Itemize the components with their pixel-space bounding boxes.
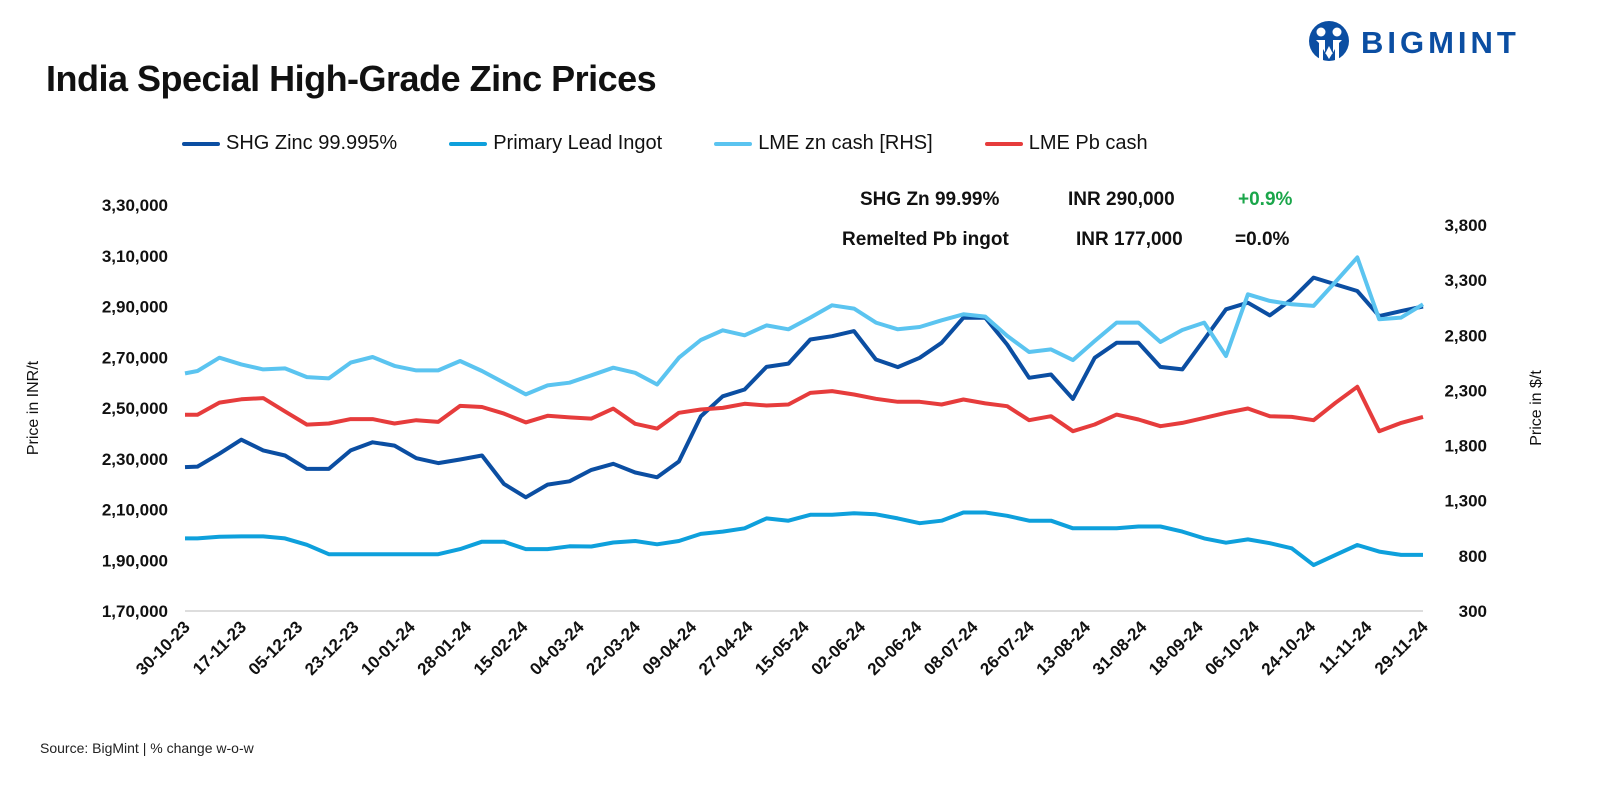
y-right-tick-label: 3,300: [1444, 271, 1487, 290]
x-tick-label: 27-04-24: [695, 617, 757, 679]
y-right-tick-label: 1,300: [1444, 492, 1487, 511]
annotation-pb-change: =0.0%: [1235, 229, 1290, 250]
y-right-tick-label: 300: [1459, 602, 1487, 621]
y-axis-left-label: Price in INR/t: [25, 360, 42, 455]
y-left-tick-label: 3,30,000: [102, 196, 168, 215]
y-left-tick-label: 1,90,000: [102, 551, 168, 570]
annotation-zn-price: INR 290,000: [1068, 189, 1175, 210]
x-tick-label: 15-02-24: [470, 617, 532, 679]
annotation-zn-change: +0.9%: [1238, 189, 1293, 210]
y-left-tick-label: 3,10,000: [102, 247, 168, 266]
series-line-2: [184, 255, 1425, 397]
x-tick-label: 28-01-24: [414, 617, 476, 679]
x-tick-label: 30-10-23: [132, 617, 194, 679]
x-tick-label: 24-10-24: [1258, 617, 1320, 679]
x-tick-label: 02-06-24: [808, 617, 870, 679]
x-tick-label: 08-07-24: [920, 617, 982, 679]
y-right-tick-label: 800: [1459, 547, 1487, 566]
legend-label: SHG Zinc 99.995%: [226, 132, 398, 154]
legend-item-shg-zinc: SHG Zinc 99.995%: [182, 132, 397, 155]
y-left-tick-label: 2,50,000: [102, 399, 168, 418]
legend-swatch: [449, 141, 488, 146]
series-line-3: [185, 384, 1424, 434]
legend-item-primary-lead: Primary Lead Ingot: [449, 132, 662, 155]
x-tick-label: 20-06-24: [864, 617, 926, 679]
legend-swatch: [714, 141, 753, 146]
legend-label: LME Pb cash: [1028, 132, 1148, 154]
x-tick-label: 05-12-23: [245, 617, 307, 679]
x-tick-label: 23-12-23: [301, 617, 363, 679]
x-tick-label: 10-01-24: [357, 617, 419, 679]
x-tick-label: 31-08-24: [1089, 617, 1151, 679]
y-left-tick-label: 2,30,000: [102, 450, 168, 469]
source-note: Source: BigMint | % change w-o-w: [40, 740, 254, 756]
y-right-tick-label: 1,800: [1444, 437, 1487, 456]
legend-swatch: [182, 141, 220, 146]
chart-legend: SHG Zinc 99.995% Primary Lead Ingot LME …: [182, 132, 1200, 155]
x-tick-label: 29-11-24: [1371, 617, 1432, 678]
y-right-tick-label: 3,800: [1444, 216, 1487, 235]
x-tick-label: 26-07-24: [976, 617, 1038, 679]
logo-text: BIGMINT: [1361, 25, 1520, 60]
x-tick-label: 11-11-24: [1315, 617, 1376, 678]
annotation-pb-price: INR 177,000: [1076, 229, 1183, 250]
bigmint-logo: BIGMINT: [1307, 20, 1520, 66]
legend-label: Primary Lead Ingot: [493, 132, 663, 154]
bigmint-logo-icon: [1309, 21, 1349, 61]
x-tick-label: 18-09-24: [1145, 617, 1207, 679]
y-left-tick-label: 2,90,000: [102, 298, 168, 317]
y-right-tick-label: 2,300: [1444, 381, 1487, 400]
x-tick-label: 04-03-24: [526, 617, 588, 679]
x-tick-label: 17-11-23: [189, 617, 250, 678]
page-title: India Special High-Grade Zinc Prices: [46, 58, 657, 99]
x-tick-label: 15-05-24: [751, 617, 813, 679]
annotation-zn-label: SHG Zn 99.99%: [860, 189, 1000, 210]
y-right-tick-label: 2,800: [1444, 326, 1487, 345]
legend-swatch: [984, 141, 1023, 146]
y-left-tick-label: 2,10,000: [102, 501, 168, 520]
y-left-tick-label: 2,70,000: [102, 348, 168, 367]
y-left-tick-label: 1,70,000: [102, 602, 168, 621]
series-line-0: [184, 275, 1424, 500]
legend-item-lme-zn: LME zn cash [RHS]: [714, 132, 933, 155]
legend-item-lme-pb: LME Pb cash: [984, 132, 1148, 155]
y-axis-right-label: Price in $/t: [1528, 370, 1545, 446]
x-tick-label: 06-10-24: [1201, 617, 1263, 679]
x-tick-label: 09-04-24: [639, 617, 701, 679]
annotation-pb-label: Remelted Pb ingot: [842, 229, 1009, 250]
series-line-1: [185, 510, 1423, 568]
x-tick-label: 22-03-24: [582, 617, 644, 679]
legend-label: LME zn cash [RHS]: [758, 132, 933, 154]
x-tick-label: 13-08-24: [1033, 617, 1095, 679]
